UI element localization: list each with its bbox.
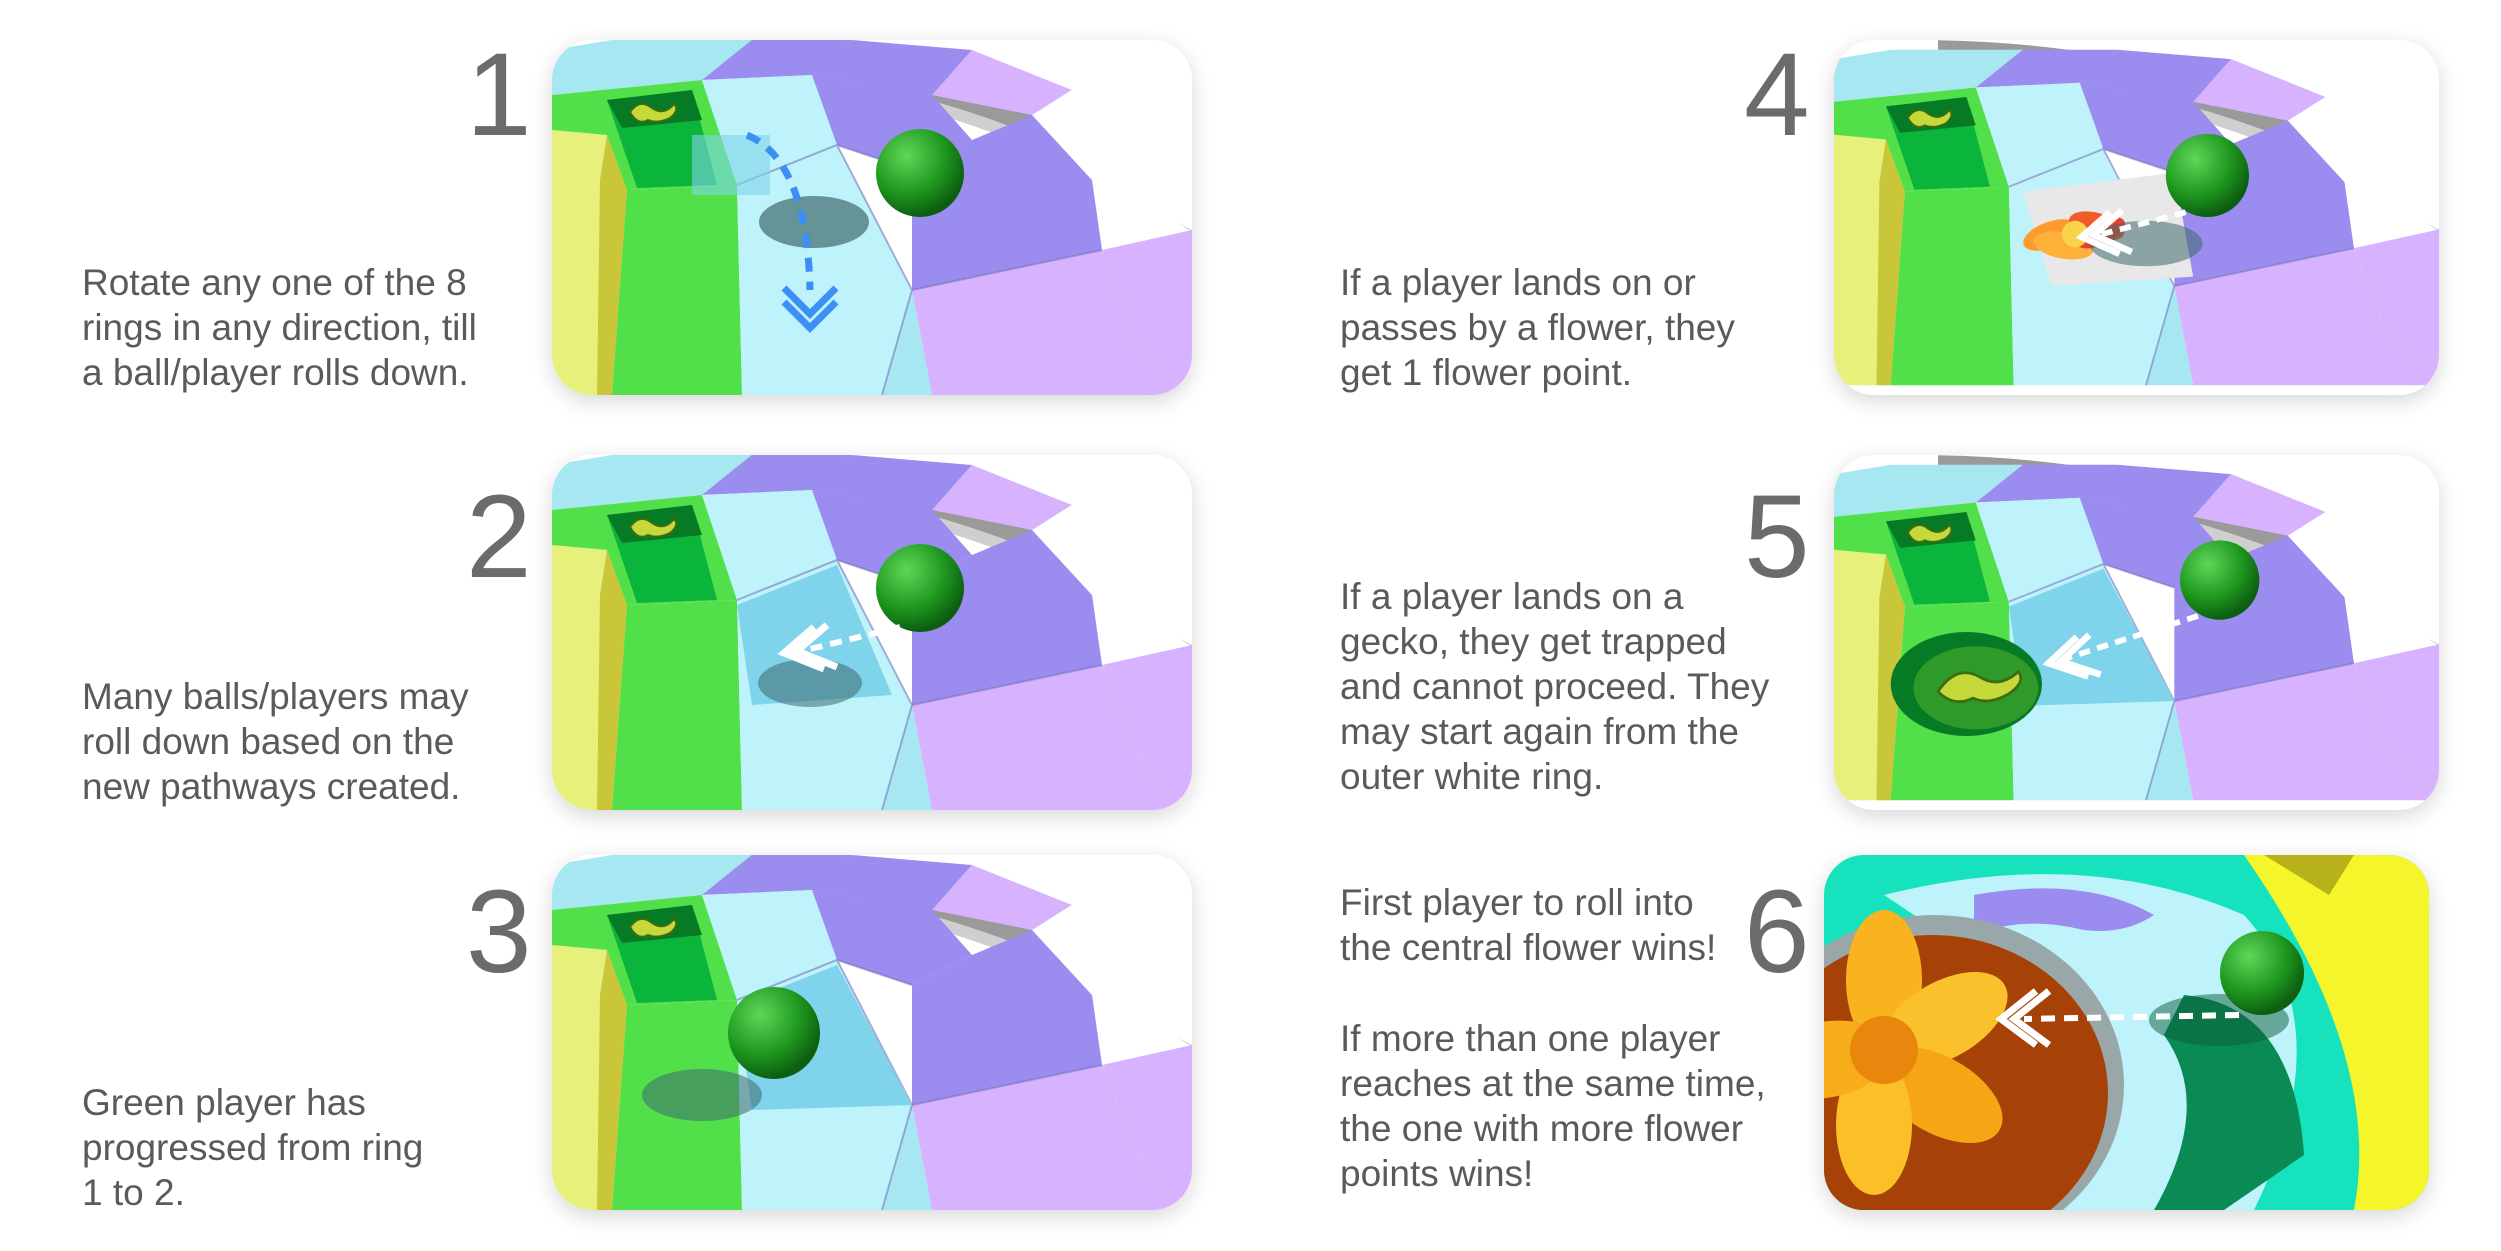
ball-shadow [759, 196, 869, 248]
step-3-number: 3 [466, 866, 532, 998]
step-5-illustration [1834, 455, 2439, 810]
step-5-text: If a player lands on a gecko, they get tr… [1340, 576, 1770, 797]
dashed-arrow [745, 131, 814, 291]
step-6-text: First player to roll into the central flo… [1340, 882, 1717, 968]
step-2-text: Many balls/players may roll down based on… [82, 676, 469, 807]
dashed-arrow [2097, 209, 2187, 238]
green-ball [728, 987, 820, 1079]
dashed-arrow [2064, 613, 2199, 662]
step-1-text: Rotate any one of the 8 rings in any dire… [82, 262, 477, 393]
step-3-text: Green player has progressed from ring 1 to… [82, 1082, 424, 1213]
green-ball [2220, 931, 2304, 1015]
step-6-illustration [1824, 855, 2429, 1210]
gecko-icon [1936, 669, 2023, 704]
arrow-left-icon [790, 622, 839, 671]
dashed-arrow [801, 624, 901, 654]
green-ball [876, 544, 964, 632]
step-3-illustration [552, 855, 1192, 1210]
dashed-arrow [2023, 1012, 2240, 1022]
step-1-number: 1 [466, 29, 532, 161]
step-5-number: 5 [1744, 471, 1810, 603]
arrow-left-icon [2008, 988, 2052, 1048]
arrow-left-icon [2087, 207, 2134, 256]
arrow-down-icon [781, 299, 839, 333]
step-6-text-tiebreak: If more than one player reaches at the sa… [1340, 1018, 1766, 1194]
step-2-illustration [552, 455, 1192, 810]
green-ball [2165, 133, 2249, 218]
step-4-text: If a player lands on or passes by a flowe… [1340, 262, 1735, 393]
step-4-illustration [1834, 40, 2439, 395]
step-6-number: 6 [1744, 866, 1810, 998]
green-ball [2179, 540, 2260, 620]
step-4-number: 4 [1744, 29, 1810, 161]
step-1-illustration [552, 40, 1192, 395]
green-ball [876, 129, 964, 217]
arrow-left-icon [2054, 632, 2102, 678]
central-flower-icon [1824, 910, 2008, 1195]
step-2-number: 2 [466, 471, 532, 603]
